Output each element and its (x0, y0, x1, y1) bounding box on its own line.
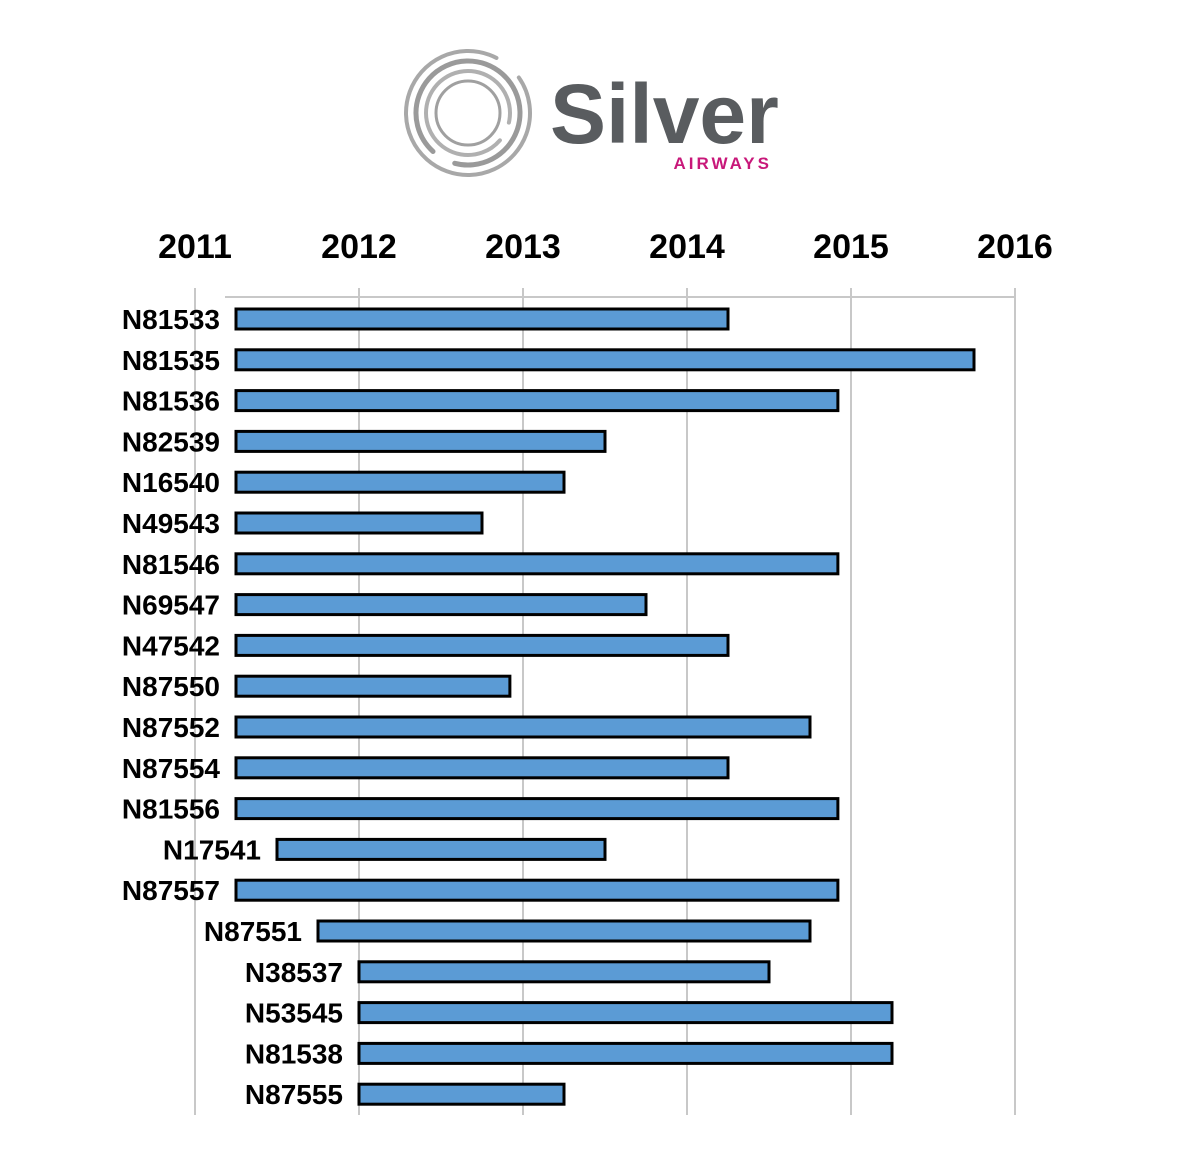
bar (234, 674, 512, 698)
bar (275, 837, 607, 861)
category-label: N82539 (122, 426, 220, 457)
bar (234, 429, 607, 453)
category-label: N47542 (122, 630, 220, 661)
x-tick-label: 2014 (649, 228, 725, 266)
bar (234, 633, 730, 657)
bar (357, 1001, 894, 1025)
category-label: N81556 (122, 794, 220, 825)
category-label: N49543 (122, 508, 220, 539)
bar (234, 715, 812, 739)
category-label: N16540 (122, 467, 220, 498)
silver-airways-logo: Silver AIRWAYS (404, 49, 779, 177)
x-tick-label: 2012 (321, 228, 397, 266)
bar (234, 348, 976, 372)
x-tick-label: 2011 (158, 228, 232, 266)
bar (234, 593, 648, 617)
bar (234, 756, 730, 780)
bar (234, 552, 840, 576)
category-label: N38537 (245, 957, 343, 988)
category-label: N81538 (245, 1038, 343, 1069)
category-label: N81535 (122, 345, 220, 376)
category-label: N87552 (122, 712, 220, 743)
logo-tagline: AIRWAYS (674, 154, 772, 173)
bar (234, 470, 566, 494)
category-label: N53545 (245, 998, 343, 1029)
category-label: N87551 (204, 916, 302, 947)
bar (234, 878, 840, 902)
bar (234, 307, 730, 331)
bars (234, 307, 976, 1106)
category-label: N17541 (163, 834, 261, 865)
bar (316, 919, 812, 943)
category-label: N87557 (122, 875, 220, 906)
bar (357, 960, 771, 984)
ring-emblem-icon (404, 49, 532, 177)
category-label: N87555 (245, 1079, 343, 1110)
category-labels: N81533 N81535 N81536 N82539 N16540 N49543 N815… (122, 304, 343, 1110)
bar (234, 511, 484, 535)
category-label: N87550 (122, 671, 220, 702)
logo-name: Silver (550, 67, 779, 161)
x-tick-label: 2016 (977, 228, 1053, 266)
x-axis-ticks: 2011 2012 2013 2014 2015 2016 (158, 228, 1053, 266)
bar (234, 797, 840, 821)
bar (234, 389, 840, 413)
x-tick-label: 2015 (813, 228, 889, 266)
x-tick-label: 2013 (485, 228, 561, 266)
category-label: N81536 (122, 386, 220, 417)
category-label: N69547 (122, 590, 220, 621)
category-label: N81533 (122, 304, 220, 335)
bar (357, 1041, 894, 1065)
bar (357, 1082, 566, 1106)
category-label: N87554 (122, 753, 221, 784)
category-label: N81546 (122, 549, 220, 580)
